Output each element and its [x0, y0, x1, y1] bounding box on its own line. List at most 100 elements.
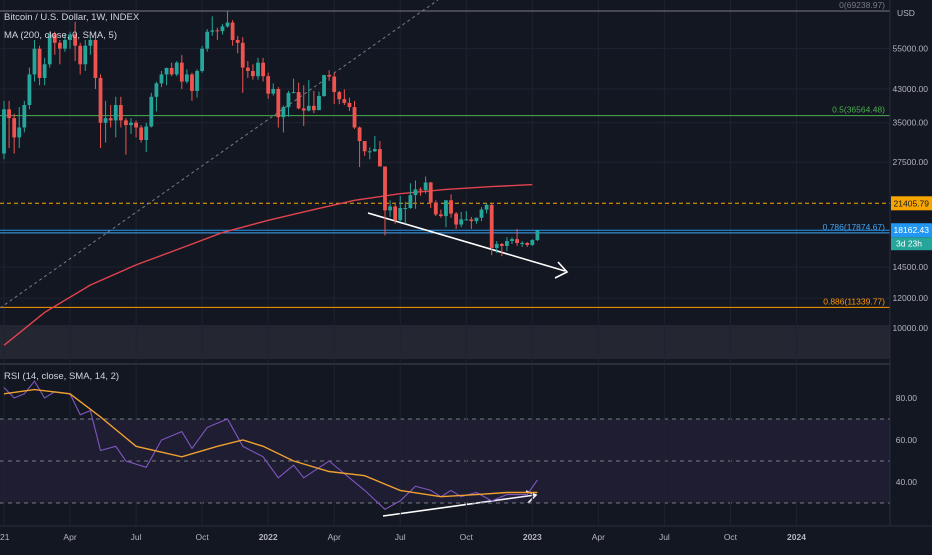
chart-title[interactable]: Bitcoin / U.S. Dollar, 1W, INDEX	[4, 12, 140, 23]
candle-body	[337, 92, 342, 100]
candle	[52, 31, 57, 55]
candle-body	[403, 207, 408, 209]
candle-body	[134, 122, 138, 128]
fib-level-label: 0.786(17874.67)	[823, 222, 886, 232]
price-trendline-arrow[interactable]	[367, 212, 566, 272]
ma-200-line	[3, 183, 533, 346]
current-price-label: 18162.43	[894, 225, 930, 235]
candle-body	[78, 45, 83, 65]
candle	[398, 195, 403, 222]
candle-body	[479, 209, 484, 218]
candle-body	[118, 104, 123, 121]
time-tick-label: Jul	[659, 532, 670, 542]
candle	[200, 45, 205, 73]
candle	[306, 80, 311, 112]
rsi-pane[interactable]	[0, 366, 890, 526]
candle	[449, 194, 453, 218]
candle-body	[210, 30, 215, 32]
candle	[32, 39, 37, 82]
time-tick-label: Jul	[395, 532, 406, 542]
candle	[484, 203, 489, 214]
candle	[139, 125, 144, 143]
candle	[261, 57, 265, 82]
candle-body	[32, 48, 37, 75]
time-axis[interactable]: 21 Apr Jul Oct 2022 Apr Jul Oct 2023 Apr Jul Oct 202…	[0, 532, 806, 542]
candle-body	[342, 99, 347, 103]
candle-body	[494, 243, 499, 248]
candle	[12, 113, 17, 154]
candle	[444, 200, 448, 228]
price-tick-label: 12000.00	[893, 293, 929, 303]
dashed-trendline[interactable]	[0, 0, 439, 309]
price-axis-background	[890, 0, 932, 526]
candle-body	[205, 31, 210, 49]
candle-body	[27, 74, 32, 105]
candle	[118, 96, 123, 128]
candle-body	[88, 39, 93, 46]
candle-body	[68, 34, 72, 40]
rsi-trendline-arrow[interactable]	[382, 494, 536, 517]
candle	[515, 228, 519, 246]
ma-legend[interactable]: MA (200, close, 0, SMA, 5)	[4, 30, 117, 41]
candle-body	[240, 42, 245, 68]
candle	[154, 81, 159, 112]
price-line-badge[interactable]	[891, 196, 932, 211]
candle	[388, 200, 392, 217]
candle	[159, 70, 164, 88]
candle-body	[505, 241, 509, 246]
price-tick-label: 14500.00	[893, 262, 929, 272]
candle-body	[286, 92, 291, 108]
candle-body	[63, 39, 67, 49]
candle	[7, 100, 11, 148]
candle-body	[149, 96, 154, 127]
candle	[83, 39, 88, 71]
candle-body	[301, 108, 306, 111]
price-line-badge-label: 21405.79	[894, 198, 930, 208]
candle-body	[190, 74, 194, 91]
candle	[215, 27, 220, 40]
rsi-axis[interactable]: 80.00 60.00 40.00	[896, 393, 918, 487]
candle	[418, 187, 423, 196]
candle	[73, 21, 78, 62]
candle	[393, 202, 398, 224]
candle	[281, 105, 286, 133]
candle-body	[474, 217, 479, 222]
candle-body	[438, 214, 443, 217]
current-price-badge[interactable]	[891, 223, 932, 238]
candle	[68, 31, 72, 49]
candle	[47, 31, 52, 68]
fib-zone-shading	[0, 325, 890, 359]
candle	[505, 237, 509, 251]
rsi-tick-label: 60.00	[896, 435, 918, 445]
candle	[520, 241, 525, 247]
candle	[352, 100, 357, 129]
candle	[266, 72, 271, 99]
countdown-badge	[891, 237, 932, 251]
candle-body	[393, 206, 398, 221]
candle-body	[428, 182, 433, 203]
candle-body	[144, 126, 149, 140]
candle-body	[525, 242, 530, 245]
time-tick-label: 2022	[259, 532, 278, 542]
candle-body	[52, 34, 57, 43]
candle-body	[520, 242, 525, 244]
candle-body	[154, 83, 159, 97]
candle-body	[73, 34, 78, 46]
price-pane[interactable]: 0(69238.97) 0.5(36564.48) 0.786(17874.67) 0…	[0, 0, 890, 517]
candle	[322, 74, 326, 97]
candle	[245, 61, 250, 78]
time-tick-label: Oct	[460, 532, 474, 542]
candle-body	[378, 149, 382, 167]
candle-body	[332, 76, 337, 93]
candle	[464, 211, 469, 221]
candle-body	[174, 62, 179, 75]
candle-body	[510, 239, 514, 242]
candle	[286, 90, 291, 117]
candle-body	[42, 64, 47, 78]
fib-level-label: 0.5(36564.48)	[832, 105, 885, 115]
rsi-legend[interactable]: RSI (14, close, SMA, 14, 2)	[4, 371, 119, 382]
price-axis[interactable]: 55000.00 43000.00 35000.00 27500.00 14500.00…	[891, 44, 932, 333]
candle	[124, 118, 128, 155]
